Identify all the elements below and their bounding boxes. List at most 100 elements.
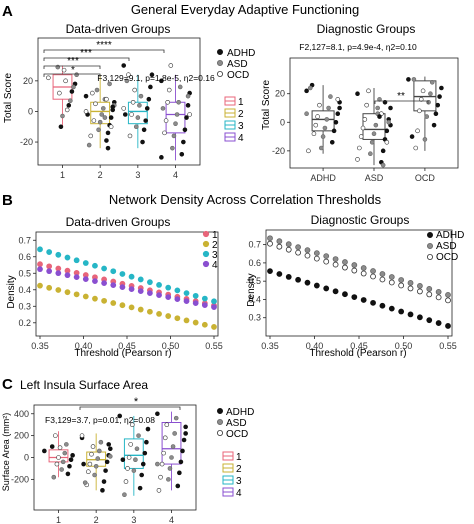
series-point-3 — [165, 284, 172, 291]
data-point — [90, 90, 95, 96]
data-point — [98, 439, 104, 445]
legend-a-group2-label: 2 — [238, 109, 244, 120]
legend-a-ocd-label: OCD — [227, 70, 249, 81]
data-point — [158, 474, 163, 480]
data-point — [173, 121, 178, 126]
series-point-4 — [128, 286, 135, 293]
series-point-4 — [192, 300, 199, 307]
data-point — [187, 112, 192, 117]
data-point — [105, 130, 111, 136]
y-tick-label: 20 — [23, 76, 33, 86]
data-point — [90, 444, 96, 449]
sig-a-right-asd-ocd: ** — [397, 91, 405, 102]
series-point-4 — [64, 272, 71, 279]
series-point-3 — [64, 254, 71, 261]
data-point — [123, 479, 129, 484]
data-point — [68, 457, 74, 462]
legend-c-group3-label: 3 — [236, 476, 242, 487]
data-point — [358, 134, 364, 139]
data-point — [140, 461, 146, 467]
data-point — [121, 63, 127, 68]
series-point-2 — [211, 324, 217, 330]
series-point-ASD — [323, 253, 330, 260]
x-tick-label: 0.50 — [162, 341, 180, 351]
data-point — [384, 139, 390, 145]
series-point-4 — [174, 296, 181, 303]
data-point — [369, 139, 375, 145]
data-point — [170, 145, 175, 151]
y-tick-label: 0 — [280, 117, 285, 127]
series-point-ADHD — [388, 305, 395, 312]
data-point — [380, 162, 386, 168]
data-point — [322, 125, 328, 131]
series-point-2 — [92, 295, 98, 302]
data-point — [333, 119, 339, 125]
y-tick-label: 0.6 — [18, 252, 31, 262]
series-point-ASD — [407, 280, 414, 286]
series-point-4 — [37, 266, 43, 273]
data-point — [326, 105, 331, 111]
data-point — [93, 463, 99, 469]
y-tick-label: 0.4 — [18, 285, 31, 295]
data-point — [101, 479, 107, 484]
data-point — [360, 125, 366, 131]
data-point — [377, 114, 382, 119]
data-point — [168, 63, 174, 68]
legend-c-dx-key-1 — [216, 418, 223, 425]
series-point-ASD — [388, 274, 395, 280]
data-point — [63, 78, 68, 84]
data-point — [437, 94, 442, 99]
sig-a-1v3: *** — [80, 48, 92, 59]
series-point-ADHD — [295, 276, 302, 283]
box-c-4 — [161, 422, 182, 465]
data-point — [105, 145, 111, 151]
series-point-1 — [37, 261, 43, 268]
box-a-left-3 — [127, 101, 148, 125]
series-point-4 — [211, 304, 217, 311]
data-point — [182, 127, 188, 133]
data-point — [96, 127, 101, 133]
panel-a-right-title: Diagnostic Groups — [317, 22, 416, 36]
series-point-ASD — [370, 268, 376, 274]
series-point-ASD — [332, 256, 339, 262]
series-point-OCD — [304, 252, 311, 259]
sig-a-1v2-upper: *** — [67, 56, 79, 67]
series-point-ADHD — [416, 314, 423, 321]
series-point-ASD — [360, 265, 367, 271]
legend-a-dx-key-1 — [216, 60, 223, 67]
data-point — [49, 444, 55, 449]
data-point — [380, 148, 386, 154]
data-point — [173, 415, 179, 421]
legend-a-dx-key-0 — [216, 49, 223, 56]
series-point-OCD — [267, 240, 273, 247]
series-point-4 — [183, 298, 190, 305]
legend-a-group3-label: 3 — [238, 121, 244, 132]
x-tick-label: 0.45 — [350, 341, 368, 351]
data-point — [313, 122, 319, 128]
series-point-ADHD — [267, 268, 273, 275]
data-point — [127, 133, 133, 139]
data-point — [104, 138, 109, 143]
data-point — [107, 81, 112, 87]
series-point-3 — [146, 279, 153, 286]
data-point — [133, 124, 139, 130]
data-point — [107, 446, 113, 452]
x-tick-label: ADHD — [310, 173, 336, 183]
data-point — [411, 77, 417, 82]
data-point — [129, 112, 134, 117]
data-point — [371, 131, 377, 137]
data-point — [364, 102, 369, 108]
data-point — [70, 453, 75, 458]
series-point-3 — [128, 273, 135, 280]
series-point-OCD — [379, 276, 386, 283]
data-point — [71, 84, 76, 90]
data-point — [97, 448, 102, 454]
y-tick-label: 0.6 — [248, 258, 261, 268]
data-point — [117, 413, 123, 419]
series-point-OCD — [323, 258, 330, 265]
data-point — [355, 157, 360, 162]
y-tick-label: -20 — [272, 146, 285, 156]
series-point-OCD — [285, 246, 292, 253]
plot-frame — [37, 37, 201, 166]
